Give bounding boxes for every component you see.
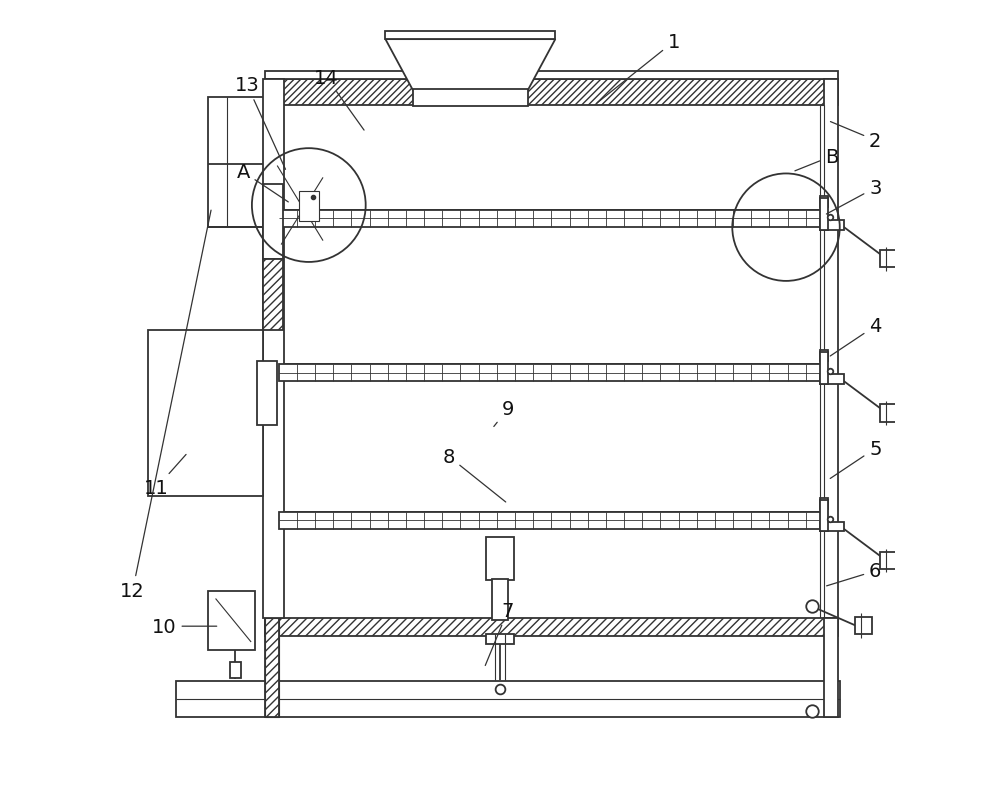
Bar	[263, 259, 283, 331]
Bar	[820, 198, 828, 230]
Bar	[820, 500, 828, 532]
Text: A: A	[237, 163, 288, 202]
Polygon shape	[385, 40, 555, 92]
Bar	[279, 512, 824, 529]
Bar	[279, 365, 824, 529]
Bar	[486, 537, 514, 581]
Bar	[824, 80, 838, 618]
Bar	[299, 192, 319, 222]
Bar	[176, 682, 840, 717]
Bar	[880, 405, 896, 422]
Text: 1: 1	[597, 33, 680, 104]
Text: 9: 9	[494, 400, 514, 427]
Bar	[279, 210, 824, 228]
Bar	[279, 512, 824, 622]
Bar	[263, 80, 284, 618]
Bar	[820, 197, 828, 208]
Bar	[880, 552, 896, 569]
Text: 13: 13	[235, 76, 286, 170]
Bar	[820, 221, 844, 230]
Bar	[265, 618, 838, 636]
Bar	[279, 365, 824, 381]
Bar	[257, 362, 277, 425]
Text: 4: 4	[830, 317, 881, 357]
Bar	[492, 579, 508, 620]
Text: 14: 14	[314, 68, 364, 131]
Bar	[148, 331, 263, 496]
Bar	[824, 618, 838, 717]
Text: 5: 5	[830, 439, 882, 479]
Bar	[486, 634, 514, 644]
Bar	[265, 71, 838, 80]
Bar	[208, 98, 279, 228]
Bar	[820, 522, 844, 532]
Bar	[208, 591, 255, 650]
Text: 12: 12	[120, 211, 211, 601]
Bar	[820, 375, 844, 384]
Bar	[880, 251, 896, 268]
Text: 11: 11	[144, 454, 186, 498]
Bar	[265, 618, 279, 717]
Bar	[820, 499, 828, 510]
Text: 2: 2	[830, 122, 881, 151]
Bar	[820, 353, 828, 384]
Bar	[263, 185, 283, 259]
Text: 3: 3	[826, 179, 881, 214]
Bar	[265, 618, 279, 717]
Text: 10: 10	[152, 617, 217, 636]
Bar	[855, 617, 872, 634]
Text: 7: 7	[485, 601, 514, 666]
Text: 8: 8	[442, 447, 506, 503]
Text: B: B	[795, 148, 839, 172]
Bar	[279, 210, 824, 381]
Bar	[265, 80, 838, 105]
Bar	[820, 105, 824, 618]
Bar	[230, 662, 241, 678]
Bar	[820, 351, 828, 362]
Bar	[413, 90, 528, 107]
Bar	[385, 32, 555, 40]
Bar	[265, 80, 279, 618]
Text: 6: 6	[827, 561, 881, 586]
